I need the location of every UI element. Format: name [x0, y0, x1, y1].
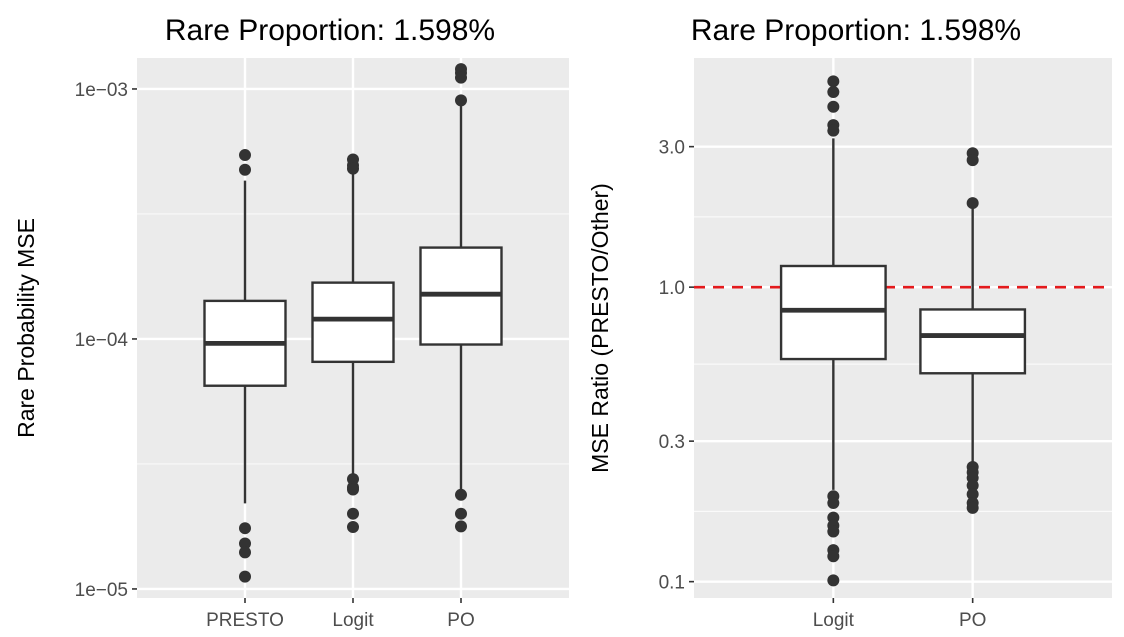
outlier-point: [455, 520, 467, 533]
outlier-point: [827, 124, 840, 137]
outlier-point: [347, 483, 359, 496]
outlier-point: [347, 162, 359, 175]
outlier-point: [239, 149, 251, 162]
box-iqr: [311, 281, 395, 364]
outlier-point: [827, 75, 840, 88]
outlier-point: [966, 154, 979, 167]
box-logit: [311, 153, 395, 533]
chart-title: Rare Proportion: 1.598%: [165, 14, 495, 47]
outlier-point: [239, 163, 251, 176]
outlier-point: [455, 488, 467, 501]
panel-background: [694, 58, 1112, 598]
outlier-point: [827, 574, 840, 587]
y-tick-label: 3.0: [659, 138, 685, 159]
y-tick-label: 1e−05: [75, 580, 128, 601]
y-axis-label: MSE Ratio (PRESTO/Other): [587, 183, 613, 473]
left-boxplot-panel: 1e−05 1e−04 1e−03 PRESTO Logit PO Rare Proport…: [13, 14, 569, 631]
outlier-point: [827, 85, 840, 98]
box-presto: [203, 149, 287, 583]
outlier-point: [827, 496, 840, 509]
outlier-point: [455, 507, 467, 520]
outlier-point: [966, 197, 979, 210]
y-tick-label: 1e−03: [75, 80, 128, 101]
outlier-point: [239, 570, 251, 583]
chart-title: Rare Proportion: 1.598%: [691, 14, 1021, 47]
outlier-point: [239, 537, 251, 550]
box-iqr: [919, 308, 1027, 375]
x-tick-label: PRESTO: [206, 610, 284, 631]
x-tick-label: Logit: [813, 610, 855, 631]
outlier-point: [827, 525, 840, 538]
outlier-point: [347, 520, 359, 533]
x-tick-label: PO: [447, 610, 474, 631]
y-axis-label: Rare Probability MSE: [13, 218, 39, 438]
y-tick-label: 1.0: [659, 278, 685, 299]
outlier-point: [827, 550, 840, 563]
box-logit: [779, 75, 887, 587]
outlier-point: [455, 71, 467, 84]
outlier-point: [966, 501, 979, 514]
box-po: [419, 63, 503, 533]
x-tick-label: Logit: [332, 610, 374, 631]
outlier-point: [347, 507, 359, 520]
y-tick-label: 0.1: [659, 573, 685, 594]
outlier-point: [347, 473, 359, 486]
outlier-point: [966, 488, 979, 501]
right-boxplot-panel: 0.1 0.3 1.0 3.0 Logit PO Rare Proportion: 1.59…: [587, 14, 1112, 631]
outlier-point: [827, 100, 840, 113]
outlier-point: [966, 479, 979, 492]
y-tick-label: 0.3: [659, 432, 685, 453]
box-po: [919, 147, 1027, 514]
outlier-point: [455, 94, 467, 107]
outlier-point: [239, 546, 251, 559]
y-tick-label: 1e−04: [75, 330, 129, 351]
x-tick-label: PO: [959, 610, 986, 631]
outlier-point: [239, 522, 251, 535]
